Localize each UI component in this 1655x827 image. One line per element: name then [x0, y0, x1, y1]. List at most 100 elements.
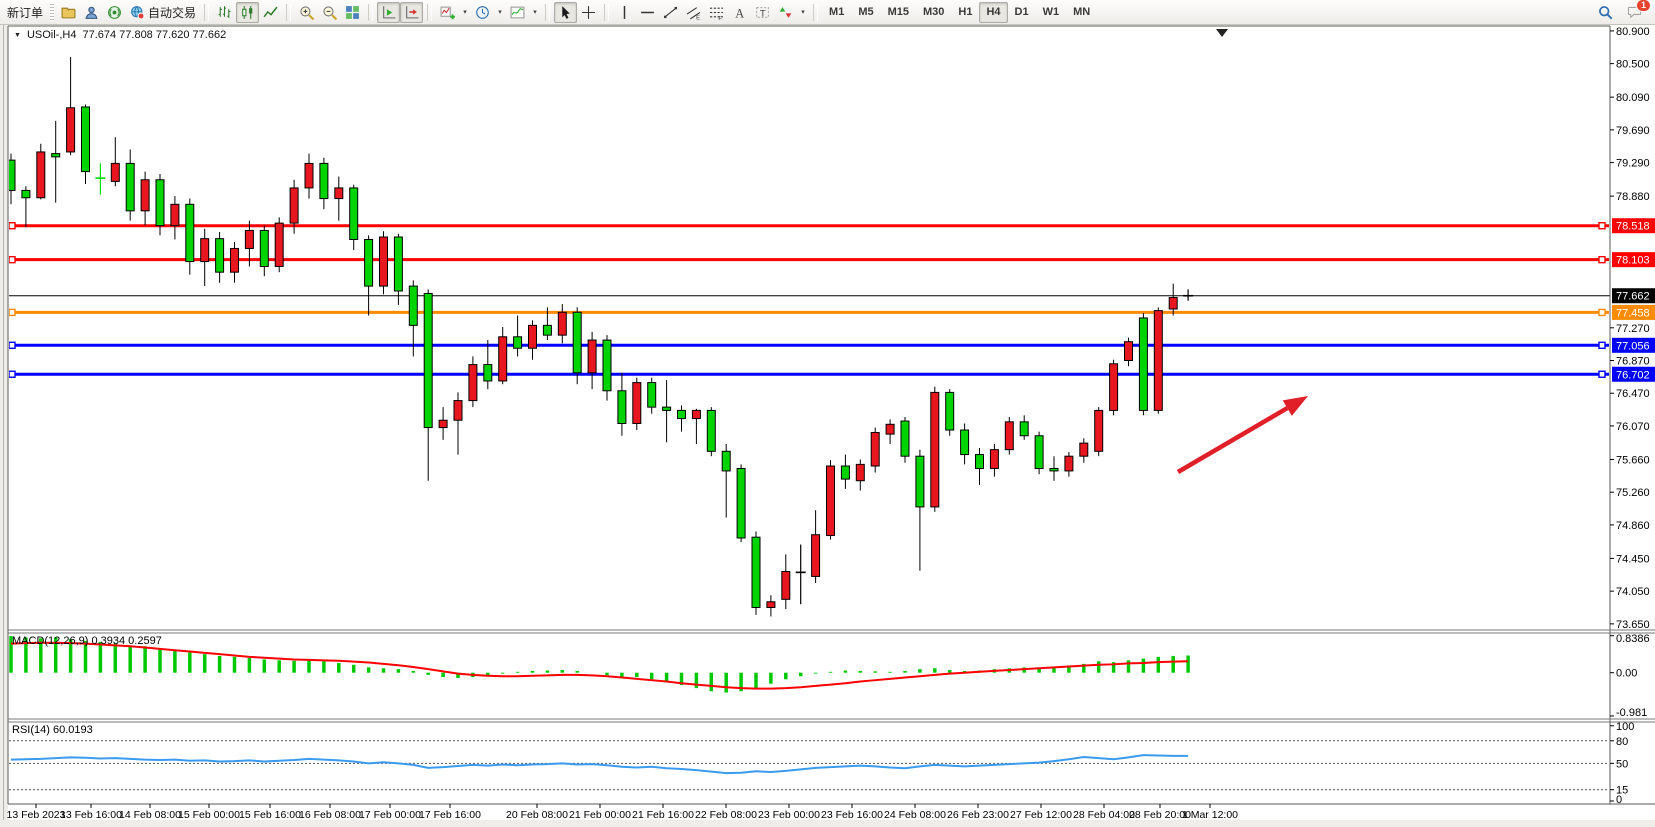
text-button[interactable]: A — [728, 2, 751, 23]
chart-window[interactable]: ▼ USOil-,H4 77.674 77.808 77.620 77.662 … — [0, 25, 1655, 827]
trendline-icon — [663, 5, 678, 20]
line-handle[interactable] — [9, 222, 16, 230]
profiles-icon — [61, 5, 76, 20]
indicators-icon — [440, 5, 456, 20]
new-order-button[interactable]: 新订单 — [3, 2, 47, 23]
line-handle[interactable] — [9, 341, 16, 349]
timeframe-m5[interactable]: M5 — [858, 6, 874, 18]
zoom-out-button[interactable] — [318, 2, 341, 23]
svg-text:A: A — [735, 6, 744, 20]
tile-windows-button[interactable] — [341, 2, 364, 23]
svg-text:74.050: 74.050 — [1616, 586, 1650, 598]
vertical-line-icon — [617, 5, 632, 20]
line-handle[interactable] — [9, 308, 16, 317]
chart-canvas[interactable]: 80.900 80.500 80.090 79.690 79.290 78.880 77.2… — [0, 25, 1655, 827]
label-button[interactable]: T — [751, 2, 774, 23]
svg-text:100: 100 — [1616, 721, 1634, 733]
crosshair-button[interactable] — [577, 2, 600, 23]
svg-text:78.518: 78.518 — [1616, 221, 1650, 233]
line-handle[interactable] — [9, 370, 16, 378]
timeframe-w1[interactable]: W1 — [1042, 6, 1060, 18]
svg-text:80: 80 — [1616, 736, 1628, 748]
indicators-button[interactable] — [436, 2, 459, 23]
horizontal-line-icon — [640, 5, 655, 20]
bar-chart-button[interactable] — [213, 2, 236, 23]
svg-text:21 Feb 00:00: 21 Feb 00:00 — [569, 809, 631, 821]
svg-text:13 Feb 2023: 13 Feb 2023 — [7, 809, 66, 821]
line-handle[interactable] — [9, 255, 16, 264]
svg-text:16 Feb 08:00: 16 Feb 08:00 — [299, 809, 361, 821]
timeframe-h4[interactable]: H4 — [979, 1, 1008, 23]
svg-text:74.450: 74.450 — [1616, 553, 1650, 565]
svg-text:73.650: 73.650 — [1616, 619, 1650, 631]
svg-text:15 Feb 00:00: 15 Feb 00:00 — [178, 809, 240, 821]
window-bottom-edge — [0, 820, 1655, 827]
svg-text:27 Feb 12:00: 27 Feb 12:00 — [1010, 809, 1072, 821]
svg-text:80.500: 80.500 — [1616, 59, 1650, 71]
search-button[interactable] — [1594, 2, 1617, 23]
chart-symbol-period: USOil-,H4 — [26, 29, 77, 41]
trendline-button[interactable] — [659, 2, 682, 23]
svg-text:77.458: 77.458 — [1616, 307, 1650, 319]
auto-trading-button[interactable]: 自动交易 — [126, 2, 200, 23]
chart-shift-marker[interactable] — [1216, 29, 1228, 37]
line-handle[interactable] — [1598, 370, 1606, 378]
timeframe-m15[interactable]: M15 — [887, 6, 909, 18]
toolbar-separator — [368, 3, 374, 21]
svg-text:17 Feb 16:00: 17 Feb 16:00 — [419, 809, 481, 821]
line-handle[interactable] — [1598, 255, 1606, 264]
text-icon: A — [732, 5, 747, 20]
channel-button[interactable]: E — [682, 2, 705, 23]
data-window-button[interactable] — [103, 2, 126, 23]
rsi-label: RSI(14) 60.0193 — [12, 724, 93, 736]
cursor-button[interactable] — [554, 1, 578, 23]
line-chart-button[interactable] — [259, 2, 282, 23]
chart-menu-marker[interactable]: ▼ — [14, 31, 21, 39]
candlestick-chart-button[interactable] — [236, 1, 260, 23]
horizontal-line-button[interactable] — [636, 2, 659, 23]
svg-text:0.8386: 0.8386 — [1616, 633, 1650, 645]
line-chart-icon — [263, 5, 278, 20]
line-handle[interactable] — [1598, 341, 1606, 349]
indicators-button-dropdown[interactable]: ▾ — [463, 9, 467, 16]
timeframe-m30[interactable]: M30 — [923, 6, 945, 18]
zoom-in-button[interactable] — [295, 2, 318, 23]
svg-text:1 Mar 12:00: 1 Mar 12:00 — [1182, 809, 1238, 821]
line-handle[interactable] — [1598, 308, 1606, 317]
trend-arrow[interactable] — [1176, 396, 1308, 474]
toolbar-separator — [204, 3, 210, 21]
svg-text:28 Feb 04:00: 28 Feb 04:00 — [1073, 809, 1135, 821]
svg-text:26 Feb 23:00: 26 Feb 23:00 — [947, 809, 1009, 821]
svg-text:22 Feb 08:00: 22 Feb 08:00 — [695, 809, 757, 821]
svg-text:76.470: 76.470 — [1616, 388, 1650, 400]
svg-text:17 Feb 00:00: 17 Feb 00:00 — [359, 809, 421, 821]
timeframe-m1[interactable]: M1 — [829, 6, 845, 18]
timeframe-d1[interactable]: D1 — [1014, 6, 1029, 18]
svg-text:77.056: 77.056 — [1616, 340, 1650, 352]
svg-text:21 Feb 16:00: 21 Feb 16:00 — [632, 809, 694, 821]
toolbar: 新订单 自动交易 ▾ ▾ ▾ E F A T ▾ M1 M5 M15 M30 H1 H4 D1 W1 MN 1 — [0, 0, 1655, 25]
price-axis[interactable]: 80.900 80.500 80.090 79.690 79.290 78.880 77.2… — [1610, 26, 1655, 806]
market-watch-button[interactable] — [80, 2, 103, 23]
timeframe-mn[interactable]: MN — [1073, 6, 1091, 18]
templates-button-dropdown[interactable]: ▾ — [533, 9, 537, 16]
vertical-line-button[interactable] — [613, 2, 636, 23]
periods-button-dropdown[interactable]: ▾ — [498, 9, 502, 16]
profiles-button[interactable] — [57, 2, 80, 23]
shapes-button[interactable] — [774, 2, 797, 23]
label-icon: T — [755, 5, 770, 20]
svg-text:78.103: 78.103 — [1616, 255, 1650, 267]
timeframe-h1[interactable]: H1 — [958, 6, 973, 18]
auto-scroll-button[interactable] — [377, 1, 401, 23]
shapes-button-dropdown[interactable]: ▾ — [801, 9, 805, 16]
periods-button[interactable] — [471, 2, 494, 23]
line-handle[interactable] — [1598, 222, 1606, 230]
notifications-button[interactable]: 1 — [1623, 0, 1651, 23]
svg-text:23 Feb 16:00: 23 Feb 16:00 — [821, 809, 883, 821]
auto-scroll-icon — [381, 5, 396, 20]
fibonacci-button[interactable]: F — [705, 2, 728, 23]
candlestick-chart-icon — [240, 5, 255, 20]
chart-shift-button[interactable] — [400, 1, 424, 23]
templates-button[interactable] — [506, 2, 529, 23]
